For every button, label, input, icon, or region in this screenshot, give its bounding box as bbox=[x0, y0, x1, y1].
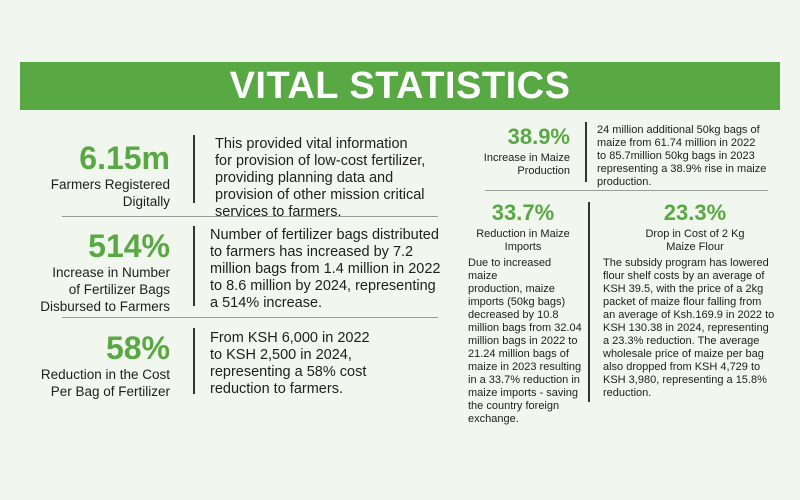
stat-fertilizer-cost: 58% Reduction in the Cost Per Bag of Fer… bbox=[20, 330, 170, 400]
stat-label: Increase in Number of Fertilizer Bags Di… bbox=[40, 265, 170, 314]
stat-label: Reduction in Maize Imports bbox=[476, 228, 570, 253]
stat-value: 38.9% bbox=[507, 124, 570, 149]
stat-farmers-registered: 6.15m Farmers Registered Digitally bbox=[20, 140, 170, 210]
divider-vertical bbox=[193, 135, 195, 203]
stat-value: 33.7% bbox=[491, 200, 555, 225]
divider-vertical bbox=[193, 226, 195, 306]
stat-description: 24 million additional 50kg bags of maize… bbox=[597, 124, 767, 188]
title-banner: VITAL STATISTICS bbox=[20, 62, 780, 110]
stat-value: 23.3% bbox=[663, 200, 727, 225]
stat-value: 6.15m bbox=[79, 140, 170, 176]
stat-description: Number of fertilizer bags distributed to… bbox=[210, 227, 441, 311]
divider-vertical bbox=[193, 328, 195, 394]
stat-description: This provided vital information for prov… bbox=[215, 136, 426, 220]
stat-label: Increase in Maize Production bbox=[483, 152, 570, 177]
divider-horizontal bbox=[62, 216, 438, 217]
stat-label: Reduction in the Cost Per Bag of Fertili… bbox=[40, 367, 170, 399]
divider-vertical bbox=[585, 122, 587, 182]
stat-value: 514% bbox=[88, 228, 170, 264]
stat-maize-flour-cost: 23.3% Drop in Cost of 2 Kg Maize Flour bbox=[620, 200, 770, 254]
divider-vertical bbox=[588, 202, 590, 402]
stat-description: From KSH 6,000 in 2022 to KSH 2,500 in 2… bbox=[210, 330, 370, 397]
stat-value: 58% bbox=[105, 330, 170, 366]
divider-horizontal bbox=[62, 317, 438, 318]
stat-fertilizer-bags: 514% Increase in Number of Fertilizer Ba… bbox=[20, 228, 170, 315]
stat-label: Farmers Registered Digitally bbox=[50, 177, 170, 209]
stat-maize-imports: 33.7% Reduction in Maize Imports bbox=[468, 200, 578, 254]
stat-description: Due to increased maize production, maize… bbox=[468, 257, 582, 425]
stat-description: The subsidy program has lowered flour sh… bbox=[603, 257, 775, 399]
divider-horizontal bbox=[485, 190, 768, 191]
page-title: VITAL STATISTICS bbox=[229, 64, 571, 107]
stat-maize-production: 38.9% Increase in Maize Production bbox=[460, 124, 570, 178]
stat-label: Drop in Cost of 2 Kg Maize Flour bbox=[645, 228, 745, 253]
